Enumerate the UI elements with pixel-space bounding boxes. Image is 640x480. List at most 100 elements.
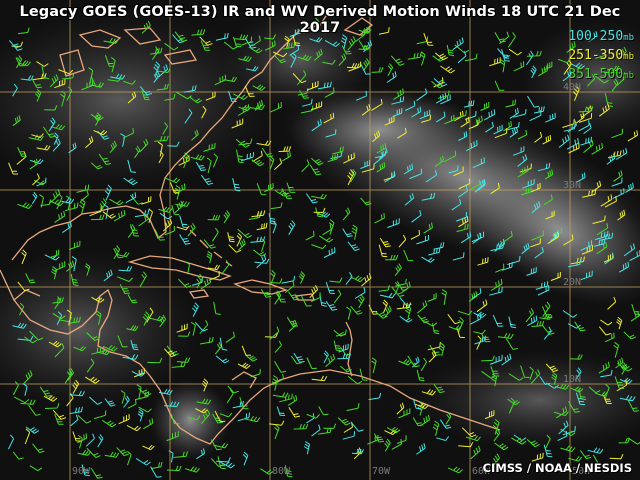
wind-barb [239,396,249,410]
wind-barb [615,148,628,160]
wind-barb [191,129,199,141]
wind-barb [440,65,455,74]
wind-barb [575,112,585,124]
wind-barb [142,444,155,451]
wind-barb [162,218,173,232]
wind-barb [250,236,266,243]
wind-barb [104,184,112,201]
wind-barb [436,436,450,441]
wind-barb [85,376,100,384]
wind-barb [446,44,455,57]
wind-barb [200,336,214,345]
wind-barb [371,357,377,374]
wind-barb [465,140,478,152]
wind-barb [207,264,221,271]
wind-barb [604,332,615,343]
wind-barb [235,138,250,148]
wind-barb [417,401,424,416]
wind-barb [286,316,299,328]
wind-barb [31,77,42,89]
wind-barb [195,408,208,414]
lon-label-80w: 80W [272,466,291,477]
wind-barb [240,36,252,46]
wind-barb [371,67,384,73]
wind-barb [24,336,37,344]
wind-barb [298,271,305,284]
wind-barb [507,255,521,265]
wind-barb [395,278,407,287]
wind-barb [361,104,371,116]
wind-barb [40,199,52,207]
wind-barb [157,141,163,157]
wind-barb [484,410,495,420]
wind-barb [572,85,580,101]
wind-barb [490,278,503,291]
wind-barb [104,398,116,407]
wind-barb [419,109,431,120]
wind-barb [303,441,310,455]
wind-barb [542,301,551,317]
wind-barb [256,183,267,196]
wind-barb [281,188,293,200]
wind-barb [223,41,238,50]
wind-barb [196,398,212,405]
wind-barb [587,447,604,454]
wind-barb [603,394,612,404]
wind-barb [342,431,356,440]
wind-barb [215,32,229,41]
wind-barb [232,178,241,192]
wind-barb [219,337,228,351]
wind-barb [269,278,283,284]
wind-barb [435,111,446,123]
wind-barb [50,123,66,131]
wind-barb [367,434,379,445]
legend-entry-low: 351-500mb [568,67,634,82]
wind-barb [476,299,488,313]
wind-barb [279,393,293,403]
wind-barb [464,53,478,62]
wind-barb [173,451,188,458]
wind-barb [391,96,405,105]
wind-barb [54,261,66,272]
wind-barb [567,120,577,133]
wind-barb [250,103,265,110]
wind-barb [477,178,486,190]
wind-barb [113,245,121,260]
wind-barb [604,196,617,208]
wind-barb [345,272,353,285]
wind-barb [130,224,140,237]
wind-barb [127,294,138,304]
wind-barb [18,60,31,67]
wind-barb [360,25,371,37]
wind-barb [141,20,151,34]
wind-barb [578,106,594,113]
wind-barb [378,147,388,159]
wind-barb [458,216,469,228]
wind-barb [237,104,250,116]
wind-barb [109,198,124,206]
wind-barb [260,468,274,475]
wind-barb [444,114,455,125]
wind-barb [93,410,107,420]
wind-barb [617,362,633,372]
wind-barb [313,207,326,213]
wind-barb [288,220,296,235]
wind-barb [531,320,545,327]
wind-barb [476,335,482,350]
wind-barb [355,29,366,42]
wind-barb [28,134,44,141]
wind-barb [566,138,579,150]
wind-barb [438,342,445,357]
wind-barb [289,27,302,37]
wind-barb [117,335,128,348]
wind-barb [219,412,233,418]
wind-barb [494,238,506,252]
wind-barb [206,250,213,264]
wind-barb [228,244,242,253]
wind-barb [526,267,537,276]
wind-barb [109,140,117,154]
wind-barb [452,37,464,51]
wind-barb [205,91,216,101]
wind-barb [287,394,298,406]
wind-barb [56,193,63,210]
